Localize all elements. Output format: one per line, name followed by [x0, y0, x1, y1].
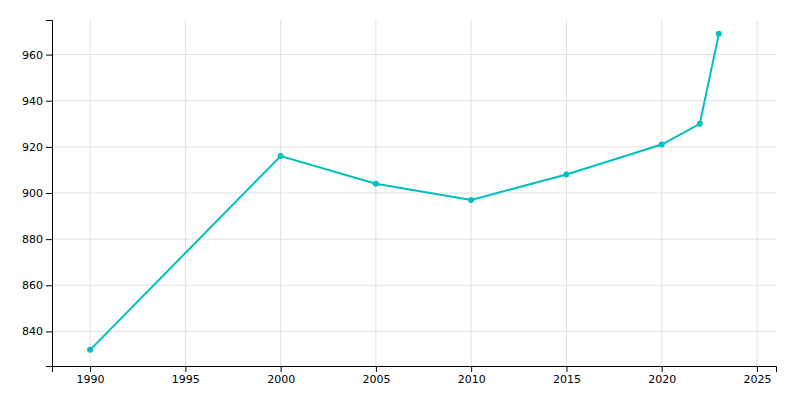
tick: 1995 [172, 366, 200, 386]
tick: 2020 [648, 366, 676, 386]
tick-label: 2020 [648, 373, 676, 386]
grid-line [52, 146, 776, 147]
point [659, 142, 665, 148]
axis-line [46, 21, 53, 367]
tick-label: 2000 [267, 373, 295, 386]
tick-mark [46, 147, 52, 148]
grid-line [52, 239, 776, 240]
tick: 940 [22, 95, 52, 108]
tick-label: 2015 [553, 373, 581, 386]
tick-mark [566, 366, 567, 372]
tick: 840 [22, 325, 52, 338]
tick: 880 [22, 233, 52, 246]
tick: 960 [22, 49, 52, 62]
tick: 2025 [743, 366, 771, 386]
grid-line [52, 54, 776, 55]
y-axis: 840 860 880 900 920 940 960 [22, 21, 53, 367]
grid [52, 20, 776, 366]
tick-label: 2010 [458, 373, 486, 386]
point [373, 181, 379, 187]
tick: 920 [22, 141, 52, 154]
tick-label: 880 [22, 233, 43, 246]
tick-label: 860 [22, 279, 43, 292]
tick-label: 840 [22, 325, 43, 338]
line [90, 34, 719, 350]
grid-line [52, 285, 776, 286]
axis-line [53, 367, 777, 373]
tick-label: 2005 [362, 373, 390, 386]
tick: 2000 [267, 366, 295, 386]
point [468, 197, 474, 203]
tick-mark [46, 285, 52, 286]
point [278, 153, 284, 159]
tick-label: 2025 [743, 373, 771, 386]
tick-mark [46, 239, 52, 240]
tick-mark [662, 366, 663, 372]
tick-mark [90, 366, 91, 372]
point [87, 347, 93, 353]
grid-line [52, 331, 776, 332]
tick: 900 [22, 187, 52, 200]
tick: 1990 [77, 366, 105, 386]
tick-label: 940 [22, 95, 43, 108]
tick-mark [281, 366, 282, 372]
tick: 2015 [553, 366, 581, 386]
tick: 2010 [458, 366, 486, 386]
tick-label: 1995 [172, 373, 200, 386]
tick-mark [757, 366, 758, 372]
tick-label: 1990 [77, 373, 105, 386]
tick-label: 920 [22, 141, 43, 154]
x-axis: 1990 1995 2000 2005 2010 2015 2020 2025 [53, 366, 777, 386]
grid-line [52, 193, 776, 194]
tick-label: 960 [22, 49, 43, 62]
tick: 860 [22, 279, 52, 292]
marks [87, 31, 722, 353]
tick-mark [46, 193, 52, 194]
tick-mark [46, 101, 52, 102]
tick-mark [46, 331, 52, 332]
point [697, 121, 703, 127]
tick: 2005 [362, 366, 390, 386]
tick-mark [46, 55, 52, 56]
grid-line [52, 100, 776, 101]
tick-label: 900 [22, 187, 43, 200]
plot: 1990 1995 2000 2005 2010 2015 2020 2025 840 860 88… [22, 20, 777, 386]
tick-mark [376, 366, 377, 372]
point [563, 172, 569, 178]
tick-mark [185, 366, 186, 372]
tick-mark [471, 366, 472, 372]
point [716, 31, 722, 37]
chart: 1990 1995 2000 2005 2010 2015 2020 2025 840 860 88… [0, 0, 800, 400]
